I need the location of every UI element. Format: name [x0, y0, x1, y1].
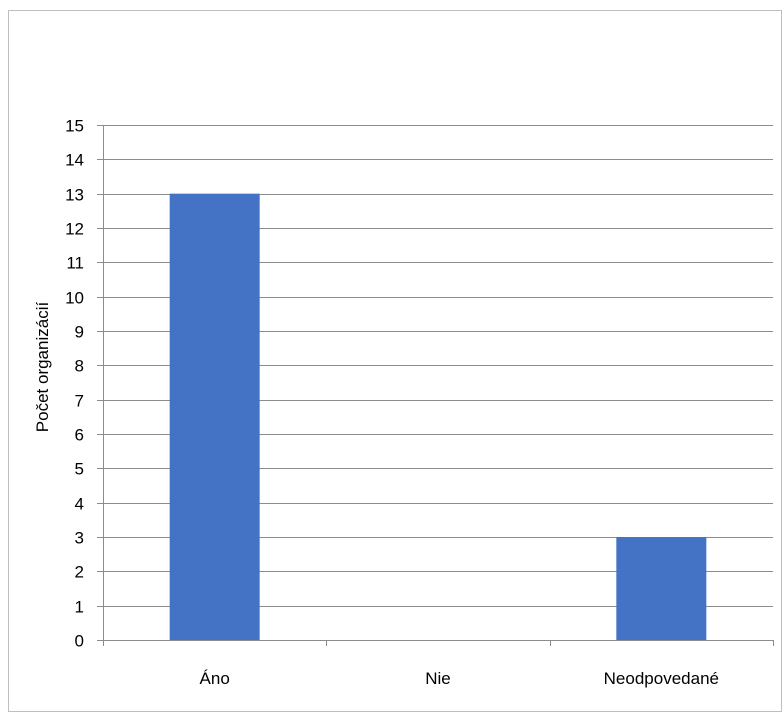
bars	[169, 193, 707, 640]
y-tick-label: 1	[75, 598, 84, 617]
y-tick-label: 8	[75, 357, 84, 376]
x-tick-label: Nie	[425, 669, 451, 688]
y-tick-label: 9	[75, 323, 84, 342]
x-tick-label: Neodpovedané	[604, 669, 719, 688]
y-tick-label: 10	[65, 289, 84, 308]
y-tick-label: 2	[75, 563, 84, 582]
y-tick-label: 5	[75, 460, 84, 479]
y-tick-label: 6	[75, 426, 84, 445]
y-axis-title: Počet organizácií	[33, 302, 52, 433]
y-tick-label: 0	[75, 632, 84, 651]
y-tick-label: 4	[75, 495, 84, 514]
x-tick-labels: Áno Nie Neodpovedané	[200, 669, 719, 688]
y-tick-label: 12	[65, 220, 84, 239]
y-tick-label: 11	[66, 254, 84, 273]
y-tick-label: 7	[75, 392, 84, 411]
y-tick-label: 13	[65, 186, 84, 205]
y-tick-label: 15	[65, 117, 84, 136]
bar-áno	[169, 193, 260, 640]
axes	[97, 125, 774, 646]
y-tick-label: 3	[75, 529, 84, 548]
bar-neodpovedané	[616, 537, 707, 640]
y-tick-label: 14	[65, 151, 84, 170]
x-tick-label: Áno	[200, 669, 230, 688]
